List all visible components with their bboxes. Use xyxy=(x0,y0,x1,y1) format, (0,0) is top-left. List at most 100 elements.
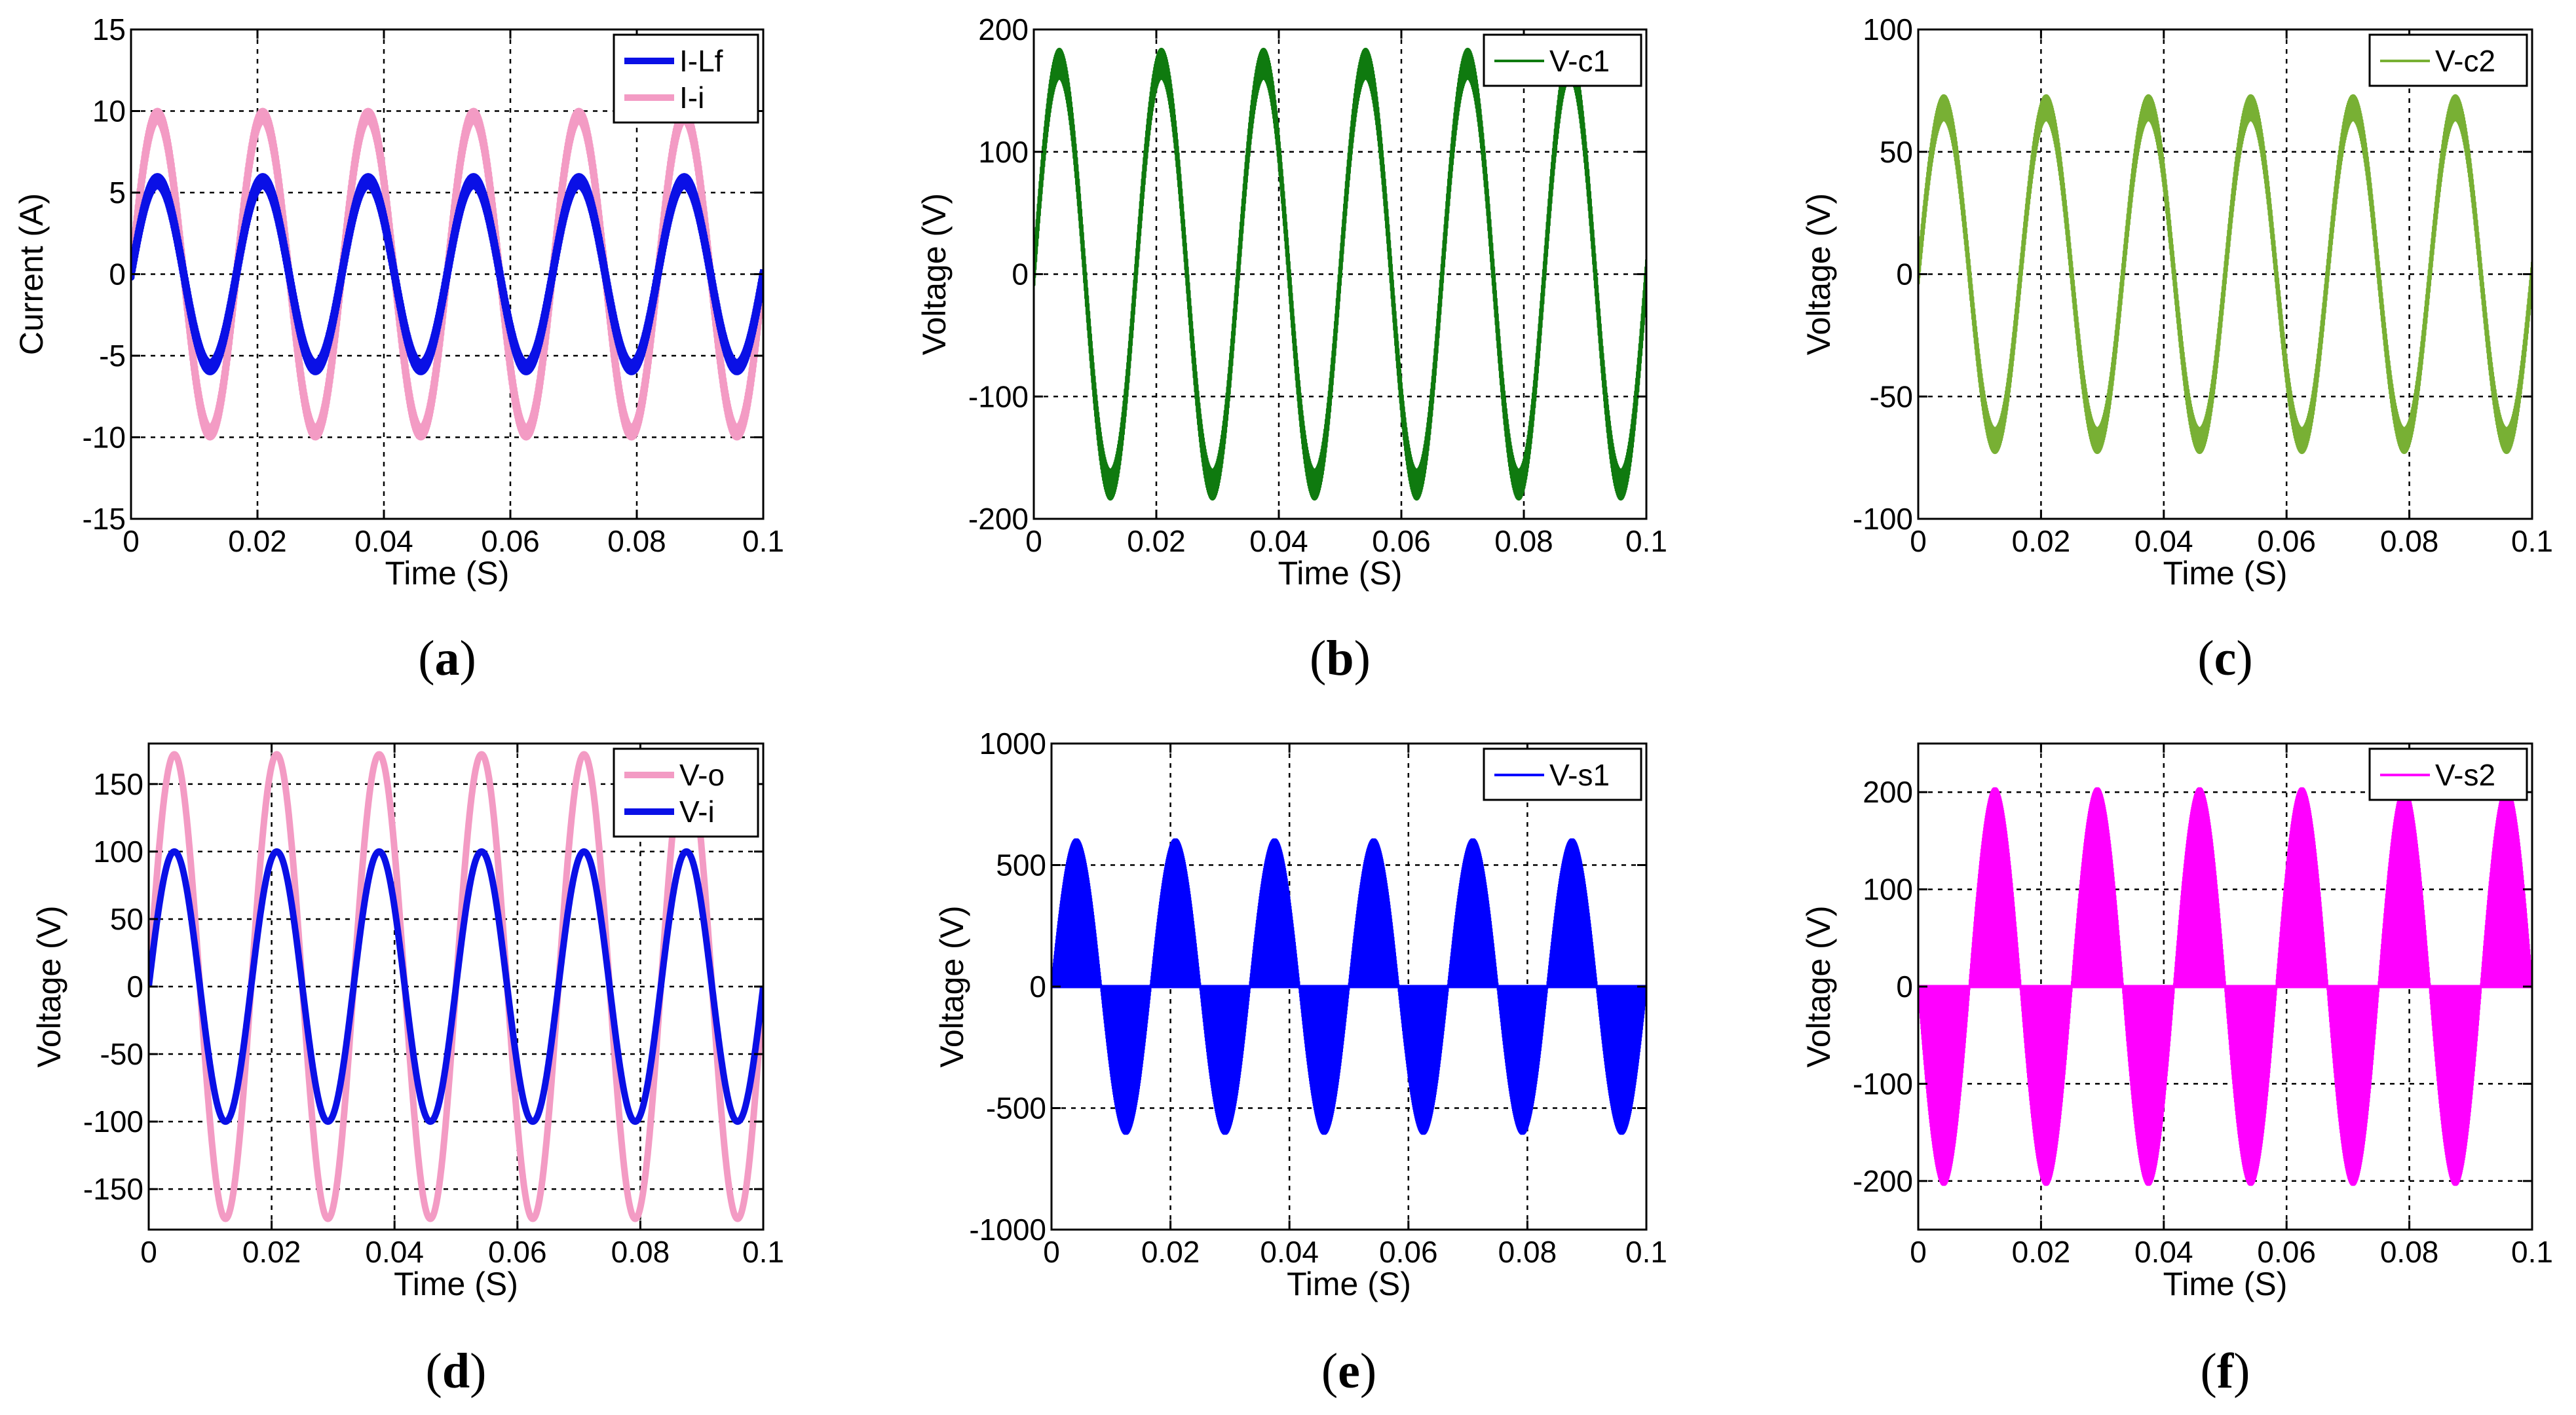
x-tick-label: 0 xyxy=(140,1235,157,1269)
y-tick-label: 0 xyxy=(1012,257,1029,292)
x-tick-label: 0.1 xyxy=(742,1235,784,1269)
x-tick-label: 0 xyxy=(1025,524,1042,558)
x-axis-label: Time (S) xyxy=(2163,1266,2288,1302)
x-tick-label: 0.1 xyxy=(1625,524,1667,558)
x-axis-label: Time (S) xyxy=(1278,555,1403,592)
legend: V-oV-i xyxy=(613,747,759,838)
series-line-V-c2 xyxy=(1918,94,2532,455)
x-tick-label: 0.08 xyxy=(607,524,666,558)
y-tick-label: 500 xyxy=(996,848,1046,882)
x-tick-label: 0.1 xyxy=(2511,524,2553,558)
x-axis-label: Time (S) xyxy=(385,555,510,592)
y-tick-label: 0 xyxy=(1029,970,1046,1004)
x-tick-label: 0.02 xyxy=(1127,524,1186,558)
y-tick-label: -100 xyxy=(968,379,1029,413)
chart-panel-a: 0 0.02 0.04 0.06 0.08 0.1 -15 -10 -5 0 5 10 15 Time (… xyxy=(13,12,784,686)
x-tick-label: 0.02 xyxy=(242,1235,301,1269)
y-tick-label: 150 xyxy=(93,767,143,801)
y-tick-label: -100 xyxy=(1853,1066,1913,1101)
series-line-I-Lf xyxy=(131,173,763,375)
panel-caption: (f) xyxy=(2201,1344,2250,1399)
y-tick-label: 200 xyxy=(978,12,1029,47)
series-V-i xyxy=(149,848,763,1125)
chart-panel-e: 0 0.02 0.04 0.06 0.08 0.1 -1000 -500 0 500 1000 Tim… xyxy=(934,726,1667,1399)
y-tick-label: 15 xyxy=(92,12,126,47)
y-tick-label: -500 xyxy=(986,1091,1046,1125)
y-tick-label: -100 xyxy=(83,1104,143,1139)
x-tick-label: 0.1 xyxy=(742,524,784,558)
x-tick-label: 0.08 xyxy=(2380,1235,2439,1269)
y-tick-label: 100 xyxy=(978,135,1029,169)
y-tick-label: 1000 xyxy=(979,726,1046,761)
y-tick-label: 100 xyxy=(1863,873,1913,907)
y-tick-label: -50 xyxy=(1870,379,1913,413)
y-axis-label: Current (A) xyxy=(13,193,50,355)
x-tick-label: 0.04 xyxy=(1249,524,1308,558)
x-tick-label: 0.08 xyxy=(2380,524,2439,558)
y-tick-label: 0 xyxy=(1896,257,1913,292)
legend: V-c1 xyxy=(1483,33,1642,87)
y-tick-label: -1000 xyxy=(969,1213,1046,1247)
x-tick-label: 0.04 xyxy=(2134,1235,2193,1269)
x-tick-label: 0.02 xyxy=(1141,1235,1200,1269)
x-tick-label: 0.08 xyxy=(1498,1235,1557,1269)
y-tick-label: 0 xyxy=(1896,970,1913,1004)
x-tick-label: 0.06 xyxy=(2257,1235,2316,1269)
x-axis-label: Time (S) xyxy=(1287,1266,1411,1302)
y-tick-label: -150 xyxy=(83,1172,143,1206)
y-tick-label: -200 xyxy=(968,502,1029,536)
legend: I-Lf I-i xyxy=(613,33,759,124)
x-tick-label: 0 xyxy=(1043,1235,1060,1269)
x-tick-label: 0.04 xyxy=(2134,524,2193,558)
series-line-V-c1 xyxy=(1034,47,1646,501)
panel-caption: (a) xyxy=(418,631,476,686)
legend-label-V-c1: V-c1 xyxy=(1549,44,1610,78)
legend-label-V-i: V-i xyxy=(679,795,715,829)
x-tick-label: 0.08 xyxy=(1494,524,1553,558)
x-tick-label: 0.02 xyxy=(2012,1235,2071,1269)
y-tick-label: -200 xyxy=(1853,1164,1913,1198)
legend: V-s1 xyxy=(1483,747,1642,801)
legend-box xyxy=(613,747,759,838)
panel-letter: a xyxy=(435,631,460,686)
x-tick-label: 0.04 xyxy=(365,1235,424,1269)
x-tick-label: 0.06 xyxy=(481,524,540,558)
legend-label-I-i: I-i xyxy=(679,81,704,115)
legend-label-V-s2: V-s2 xyxy=(2435,758,2495,792)
series-V-c1 xyxy=(1034,47,1646,501)
y-axis-label: Voltage (V) xyxy=(934,905,970,1067)
panel-caption: (e) xyxy=(1321,1344,1376,1399)
series-line-V-i xyxy=(149,848,763,1125)
y-tick-label: 0 xyxy=(109,257,126,292)
y-tick-label: 100 xyxy=(1863,12,1913,47)
x-tick-label: 0.06 xyxy=(1372,524,1431,558)
legend-label-V-c2: V-c2 xyxy=(2435,44,2495,78)
y-tick-label: -15 xyxy=(83,502,126,536)
y-tick-label: -10 xyxy=(83,421,126,455)
series-V-s2 xyxy=(1918,787,2532,1186)
x-tick-label: 0.02 xyxy=(2012,524,2071,558)
y-axis-label: Voltage (V) xyxy=(916,193,953,355)
panel-caption: (c) xyxy=(2197,631,2252,686)
x-axis-label: Time (S) xyxy=(2163,555,2288,592)
y-tick-label: 50 xyxy=(110,902,143,936)
x-tick-label: 0 xyxy=(1910,524,1927,558)
x-tick-label: 0.08 xyxy=(611,1235,670,1269)
series-I-Lf xyxy=(131,173,763,375)
x-tick-label: 0 xyxy=(1910,1235,1927,1269)
x-tick-label: 0.04 xyxy=(1260,1235,1319,1269)
y-axis-label: Voltage (V) xyxy=(1800,905,1837,1067)
y-tick-label: 200 xyxy=(1863,775,1913,809)
chart-panel-f: 0 0.02 0.04 0.06 0.08 0.1 -200 -100 0 100 200 Time … xyxy=(1800,742,2553,1399)
x-tick-label: 0.02 xyxy=(228,524,287,558)
panel-letter: b xyxy=(1326,631,1354,686)
series-V-s1 xyxy=(1051,838,1646,1135)
series-V-c2 xyxy=(1918,94,2532,455)
y-tick-label: 100 xyxy=(93,835,143,869)
y-tick-label: 5 xyxy=(109,176,126,210)
y-axis-label: Voltage (V) xyxy=(1800,193,1837,355)
chart-panel-c: 0 0.02 0.04 0.06 0.08 0.1 -100 -50 0 50 100 Time (S… xyxy=(1800,12,2553,686)
panel-letter: e xyxy=(1338,1344,1360,1399)
legend-label-V-s1: V-s1 xyxy=(1549,758,1610,792)
